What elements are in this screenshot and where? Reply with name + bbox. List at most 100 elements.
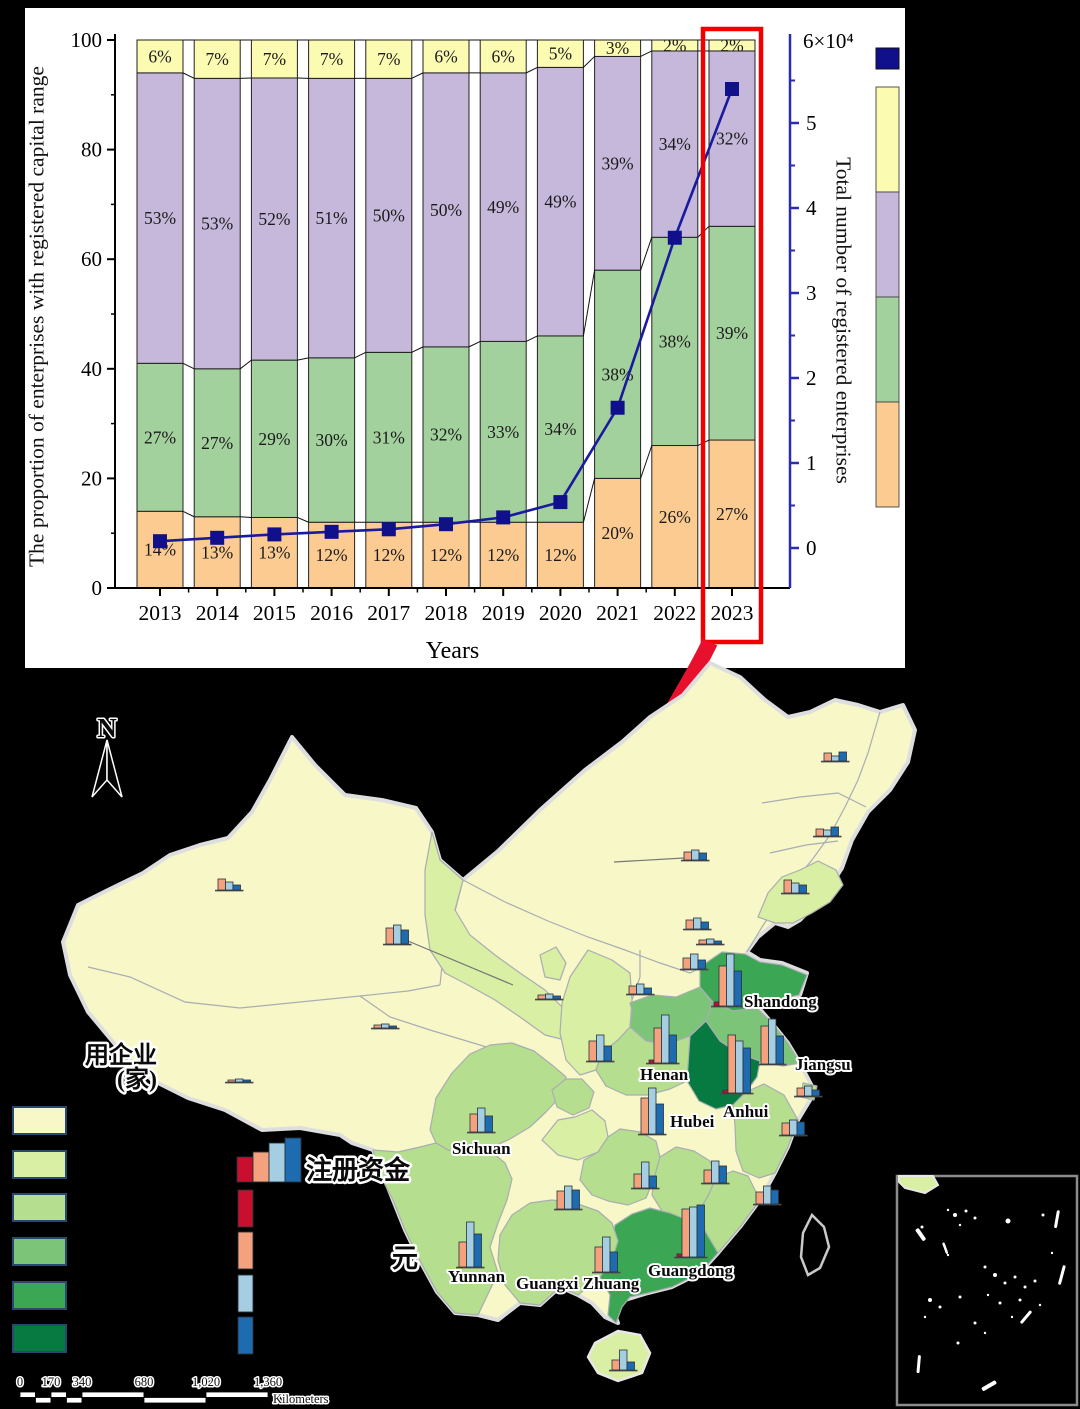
marker-bar-red	[676, 1253, 683, 1258]
marker-leader-lines	[407, 857, 685, 986]
connector	[640, 445, 653, 479]
marker-bar-salmon	[537, 994, 546, 1000]
marker-bar-salmon	[683, 851, 692, 861]
legend-swatch-segment_yellow	[875, 86, 900, 193]
segment-2-2021	[594, 55, 642, 271]
island-dot	[1010, 1315, 1014, 1319]
connector	[640, 237, 653, 271]
segment-1-2013	[136, 362, 184, 512]
marker-bar-light_blue	[831, 755, 840, 762]
province-hainan	[586, 1329, 652, 1383]
marker-xinjiang	[215, 878, 244, 892]
connector	[640, 50, 653, 57]
segment-2-2014	[193, 77, 241, 370]
marker-bar-salmon	[823, 752, 832, 762]
marker-bar-salmon	[469, 1113, 478, 1133]
scale-tick-label: 1,020	[192, 1375, 220, 1389]
marker-shaanxi	[586, 1034, 615, 1063]
marker-zhejiang	[779, 1119, 808, 1137]
marker-bar-salmon	[385, 927, 394, 945]
marker-qinghai	[371, 1023, 400, 1030]
segment-1-2019	[479, 340, 527, 523]
province-zhejiang	[732, 1083, 799, 1179]
bar-2023: 27% 39% 32% 2%	[708, 35, 756, 589]
marker-bar-salmon	[653, 1027, 662, 1064]
marker-bar-light_blue	[477, 1107, 486, 1133]
capital-bar-light_blue	[268, 1142, 286, 1183]
scale-cell	[143, 1391, 207, 1398]
north-arrow-icon: N	[91, 712, 123, 798]
bar-2013: 14% 27% 53% 6%	[136, 39, 184, 589]
marker-tianjin	[696, 938, 725, 946]
line-marker-2018	[439, 517, 453, 532]
marker-bar-dark_blue	[626, 1361, 635, 1371]
marker-bar-salmon	[703, 1169, 712, 1184]
marker-bar-salmon	[556, 1190, 565, 1210]
marker-bar-dark_blue	[571, 1189, 580, 1210]
segment-label: 53%	[201, 214, 233, 234]
island-dot	[964, 1209, 968, 1213]
choro-swatch-6	[12, 1324, 67, 1353]
marker-bar-light_blue	[381, 1023, 390, 1029]
province-label-guangdong: Guangdong	[648, 1261, 734, 1280]
province-label-jiangsu: Jiangsu	[795, 1055, 851, 1074]
province-bar-markers	[215, 751, 850, 1372]
segment-3-2017	[365, 39, 413, 79]
segment-label: 12%	[430, 545, 462, 565]
x-tick-label: 2016	[310, 601, 353, 625]
map-legend: 用企业 (家) 注册资金 元	[12, 1039, 421, 1355]
segment-0-2013	[136, 510, 184, 589]
segment-0-2023	[708, 439, 756, 589]
marker-liaoning	[781, 879, 810, 895]
segment-label: 29%	[258, 429, 290, 449]
province-label-anhui: Anhui	[723, 1102, 769, 1121]
bar-2021: 20% 38% 39% 3%	[594, 38, 642, 589]
marker-bar-light_blue	[789, 1119, 798, 1136]
segment-3-2020	[536, 39, 584, 68]
marker-bar-light_blue	[706, 938, 715, 945]
marker-bar-light_blue	[225, 881, 234, 891]
province-labels: Shandong Jiangsu Henan Anhui Hubei Sichuan Yun…	[446, 990, 853, 1295]
marker-bar-red	[713, 1001, 720, 1007]
legend-title-line2: (家)	[117, 1065, 157, 1093]
segment-label: 13%	[201, 542, 233, 562]
segment-label: 2%	[720, 35, 743, 55]
scale-unit-label: Kilometers	[273, 1392, 329, 1406]
capital-legend-label: 注册资金	[306, 1155, 411, 1185]
marker-bar-salmon	[227, 1079, 236, 1083]
bar-2015: 13% 29% 52% 7%	[250, 39, 298, 589]
marker-bar-dark_blue	[698, 852, 707, 861]
marker-gansu	[383, 924, 412, 946]
connector	[525, 66, 538, 74]
capital-bar-dark_blue	[284, 1137, 302, 1183]
marker-bar-light_blue	[466, 1221, 475, 1268]
segment-label: 26%	[659, 507, 691, 527]
scale-tick-label: 0	[17, 1375, 23, 1389]
segment-label: 50%	[430, 200, 462, 220]
x-axis-label: Years	[426, 638, 480, 664]
scale-cell	[19, 1391, 36, 1398]
segment-label: 12%	[544, 545, 576, 565]
island-dot	[928, 1298, 932, 1302]
left-tick-label: 40	[81, 357, 102, 381]
island-dot	[946, 1208, 950, 1212]
segment-3-2016	[308, 39, 356, 79]
marker-hebei	[680, 953, 709, 971]
x-tick-label: 2023	[711, 601, 754, 625]
x-tick-label: 2017	[367, 601, 410, 625]
marker-bar-light_blue	[602, 1236, 611, 1273]
segment-0-2021	[594, 477, 642, 589]
marker-bar-salmon	[727, 1034, 736, 1094]
marker-bar-light_blue	[693, 917, 702, 930]
marker-jilin	[813, 826, 842, 838]
marker-bar-salmon	[682, 957, 691, 970]
marker-ningxia	[535, 993, 564, 1001]
segment-3-2014	[193, 39, 241, 79]
marker-bar-light_blue	[641, 1161, 650, 1189]
segment-label: 27%	[144, 427, 176, 447]
left-axis-title: The proportion of enterprises with regis…	[24, 66, 49, 567]
island-dot	[973, 1216, 977, 1220]
line-marker-2023	[725, 82, 739, 96]
segment-2-2018	[422, 72, 470, 348]
line-marker-2022	[667, 230, 682, 245]
